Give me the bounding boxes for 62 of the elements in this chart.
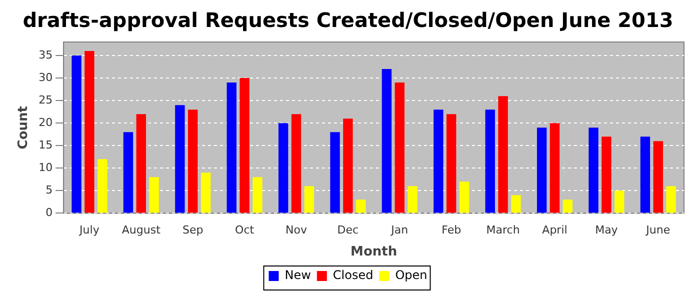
bar: [149, 177, 159, 213]
bar: [84, 51, 94, 213]
y-tick-label: 30: [38, 70, 53, 84]
bar: [588, 128, 598, 213]
bar: [382, 69, 392, 213]
x-tick-label: March: [486, 224, 520, 237]
x-tick-label: April: [542, 224, 568, 237]
bar: [434, 110, 444, 213]
bar: [602, 136, 612, 213]
bar: [666, 186, 676, 213]
bar: [550, 123, 560, 213]
bar: [123, 132, 134, 213]
x-tick-label: Sep: [182, 224, 204, 237]
x-tick-label: August: [122, 224, 162, 237]
x-tick-label: June: [645, 224, 670, 237]
x-tick-label: Dec: [337, 224, 359, 237]
bar: [640, 136, 650, 213]
bar: [252, 177, 262, 213]
bar: [98, 159, 108, 213]
bar: [278, 123, 288, 213]
bar: [446, 114, 456, 213]
bar: [200, 172, 211, 213]
y-tick-label: 25: [38, 93, 53, 106]
bar: [226, 82, 236, 213]
bar: [562, 200, 573, 213]
legend-label: Closed: [332, 268, 374, 282]
x-tick-label: Oct: [235, 224, 255, 237]
bar: [511, 195, 521, 213]
x-tick-label: May: [595, 224, 618, 237]
y-tick-label: 15: [38, 138, 53, 152]
y-tick-label: 0: [46, 206, 53, 220]
chart-title: drafts-approval Requests Created/Closed/Open June 2013: [22, 8, 674, 32]
bar: [330, 132, 340, 213]
x-tick-label: Nov: [286, 224, 308, 237]
bar: [240, 78, 250, 213]
bar: [175, 105, 185, 213]
bar: [188, 110, 198, 213]
bar: [356, 200, 366, 213]
x-axis-title: Month: [350, 244, 398, 260]
bar: [408, 186, 418, 213]
y-tick-label: 5: [46, 184, 53, 197]
bar: [304, 186, 314, 213]
x-tick-label: Feb: [442, 224, 462, 237]
bar: [653, 141, 663, 213]
y-tick-label: 35: [38, 48, 53, 62]
bar: [536, 128, 547, 213]
bar: [394, 82, 404, 213]
bar: [72, 56, 82, 213]
legend-label: New: [284, 268, 312, 282]
bar: [459, 182, 470, 213]
bar: [498, 96, 508, 213]
bar: [343, 118, 353, 213]
y-axis-title: Count: [16, 106, 32, 150]
bar: [485, 110, 495, 213]
y-tick-label: 10: [38, 161, 53, 174]
bar: [291, 114, 302, 213]
x-tick-label: July: [78, 224, 100, 237]
bar: [614, 190, 624, 213]
y-tick-label: 20: [38, 116, 53, 129]
bar: [136, 114, 146, 213]
x-tick-label: Jan: [390, 224, 408, 237]
legend-label: Open: [395, 268, 428, 282]
